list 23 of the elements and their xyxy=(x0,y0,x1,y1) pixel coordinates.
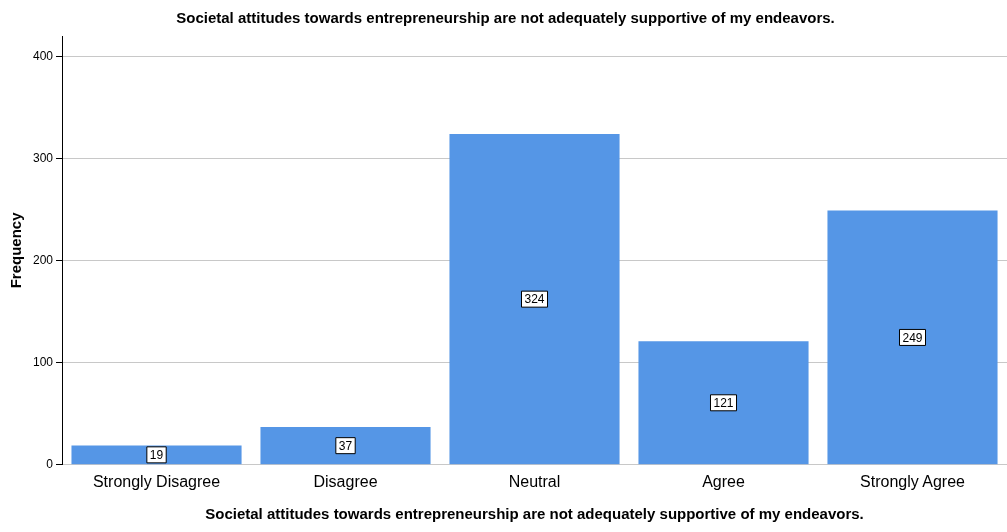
y-axis-title: Frequency xyxy=(7,211,25,289)
x-tick-label: Agree xyxy=(702,472,745,490)
data-label: 249 xyxy=(902,330,923,345)
bar xyxy=(449,134,620,465)
data-label: 324 xyxy=(524,292,545,307)
y-tick-label: 400 xyxy=(32,48,54,63)
y-tick-label: 0 xyxy=(46,457,54,472)
x-tick-label: Strongly Disagree xyxy=(92,472,221,490)
bar xyxy=(260,427,431,465)
data-label: 121 xyxy=(713,396,734,411)
bar xyxy=(827,210,998,465)
data-label: 37 xyxy=(338,438,353,453)
x-tick-label: Strongly Agree xyxy=(860,472,966,490)
bar xyxy=(638,341,809,465)
y-tick-label: 100 xyxy=(32,355,54,370)
chart-title: Societal attitudes towards entrepreneurship are not adequately supportive of my endeavors. xyxy=(176,9,835,27)
x-tick-label: Neutral xyxy=(508,472,561,490)
x-tick-label: Disagree xyxy=(313,472,378,490)
x-axis-title: Societal attitudes towards entrepreneurship are not adequately supportive of my endeavors. xyxy=(205,505,864,523)
y-tick-label: 300 xyxy=(32,150,54,165)
data-label: 19 xyxy=(149,448,164,463)
y-tick-label: 200 xyxy=(32,252,54,267)
bar xyxy=(71,445,242,465)
